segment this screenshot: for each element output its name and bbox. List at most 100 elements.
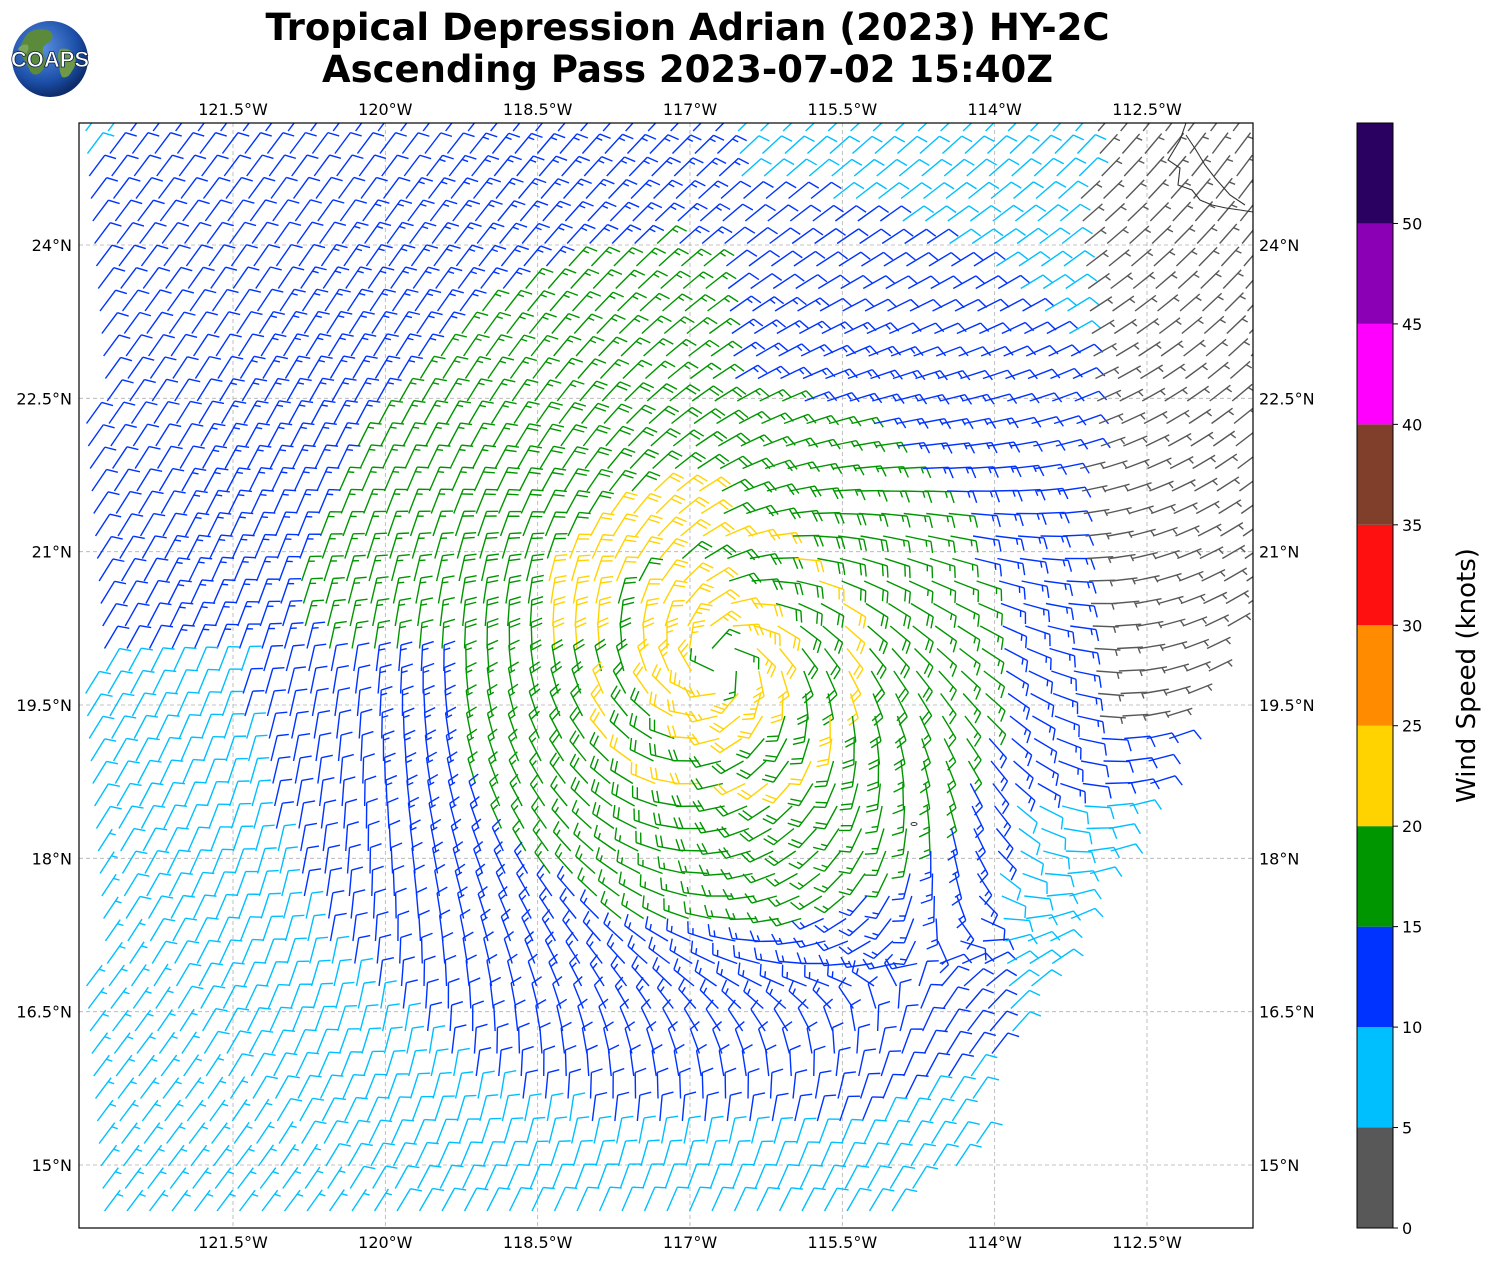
- wind-barb: [321, 533, 343, 559]
- wind-barb: [281, 868, 301, 897]
- lat-tick-label-left: 15°N: [32, 1156, 72, 1175]
- wind-barb: [1130, 248, 1154, 267]
- wind-barb: [999, 298, 1033, 312]
- wind-barb: [112, 737, 139, 762]
- wind-barb: [1180, 593, 1206, 605]
- wind-barb: [819, 297, 853, 312]
- wind-barb: [343, 243, 371, 267]
- wind-barb: [470, 422, 496, 447]
- wind-barb: [142, 827, 168, 852]
- wind-barb: [521, 908, 534, 942]
- wind-barb: [878, 182, 910, 200]
- wind-barb: [509, 773, 523, 807]
- wind-barb: [195, 646, 219, 672]
- wind-barb: [261, 622, 282, 649]
- wind-barb: [125, 895, 152, 919]
- wind-barb: [304, 1166, 324, 1189]
- wind-barb: [418, 1187, 445, 1212]
- wind-barb: [777, 1164, 800, 1189]
- lat-tick-label-left: 24°N: [32, 236, 72, 255]
- wind-barb: [170, 894, 195, 919]
- wind-barb: [746, 226, 778, 245]
- wind-barb: [1071, 647, 1101, 665]
- wind-barb: [265, 400, 291, 424]
- grid-lines: [79, 123, 1253, 1228]
- wind-barb: [1203, 591, 1228, 605]
- wind-barb: [776, 319, 809, 335]
- colorbar-bin: [1357, 926, 1393, 1028]
- wind-barb: [1051, 948, 1084, 965]
- wind-barb: [156, 154, 184, 177]
- wind-barb: [1232, 123, 1241, 132]
- wind-barb: [867, 976, 878, 1009]
- wind-barb: [1242, 528, 1253, 537]
- wind-barb: [632, 202, 663, 222]
- wind-barb: [1042, 273, 1075, 290]
- wind-barb: [268, 154, 297, 177]
- wind-barb: [329, 355, 356, 379]
- wind-barb: [475, 488, 498, 514]
- wind-barb: [359, 444, 383, 469]
- wind-barb: [906, 251, 939, 267]
- wind-barb: [1061, 805, 1090, 825]
- colorbar-tick-label: 50: [1402, 214, 1422, 233]
- wind-barb: [258, 869, 279, 897]
- wind-barb: [558, 402, 587, 424]
- wind-barb: [1121, 411, 1146, 425]
- wind-barb: [552, 820, 572, 852]
- wind-barb: [572, 1139, 593, 1167]
- wind-barb: [249, 199, 278, 222]
- wind-barb: [687, 1163, 709, 1189]
- wind-barb: [968, 1031, 996, 1054]
- wind-barb: [503, 1117, 524, 1144]
- wind-barb: [307, 913, 326, 942]
- wind-barb: [157, 177, 186, 199]
- wind-barb: [808, 158, 840, 177]
- wind-barb: [203, 1030, 230, 1054]
- colorbar-tick-label: 40: [1402, 415, 1422, 434]
- wind-barb: [788, 181, 820, 200]
- wind-barb: [619, 617, 632, 649]
- wind-barb: [705, 271, 737, 290]
- wind-barb: [405, 177, 434, 199]
- lat-tick-label-left: 16.5°N: [16, 1003, 72, 1022]
- wind-barb: [291, 1006, 315, 1032]
- wind-barb: [409, 1072, 431, 1099]
- wind-barb: [921, 158, 953, 177]
- wind-barb: [1218, 499, 1242, 515]
- wind-barb: [973, 251, 1006, 267]
- wind-barb: [1173, 502, 1198, 515]
- wind-barb: [509, 356, 538, 379]
- wind-barb: [518, 177, 547, 199]
- wind-barb: [162, 1077, 182, 1099]
- wind-barb: [244, 689, 265, 717]
- wind-barb: [327, 1166, 346, 1189]
- wind-barb: [403, 154, 432, 177]
- wind-barb: [792, 1069, 808, 1099]
- wind-barb: [598, 336, 628, 357]
- wind-barb: [1151, 224, 1174, 245]
- wind-barb: [238, 623, 261, 649]
- colorbar-bin: [1357, 725, 1393, 827]
- wind-barb: [387, 510, 409, 537]
- wind-barb: [1023, 602, 1051, 623]
- wind-barb: [114, 199, 143, 222]
- wind-barb: [996, 251, 1029, 267]
- wind-barb: [592, 802, 615, 830]
- wind-barb: [446, 132, 475, 154]
- wind-barb: [186, 1099, 207, 1122]
- wind-barb: [360, 176, 388, 199]
- wind-barb: [482, 1141, 505, 1167]
- wind-barb: [1047, 625, 1076, 644]
- wind-barb: [273, 489, 297, 514]
- wind-barb: [662, 998, 676, 1032]
- wind-barb: [380, 422, 405, 447]
- wind-barb: [689, 648, 715, 672]
- wind-barb: [197, 123, 206, 132]
- wind-barb: [664, 1163, 686, 1189]
- wind-barb: [423, 707, 436, 739]
- wind-barb: [545, 245, 575, 267]
- wind-barb: [1222, 269, 1244, 289]
- wind-barb: [525, 267, 554, 289]
- wind-barb: [550, 775, 568, 807]
